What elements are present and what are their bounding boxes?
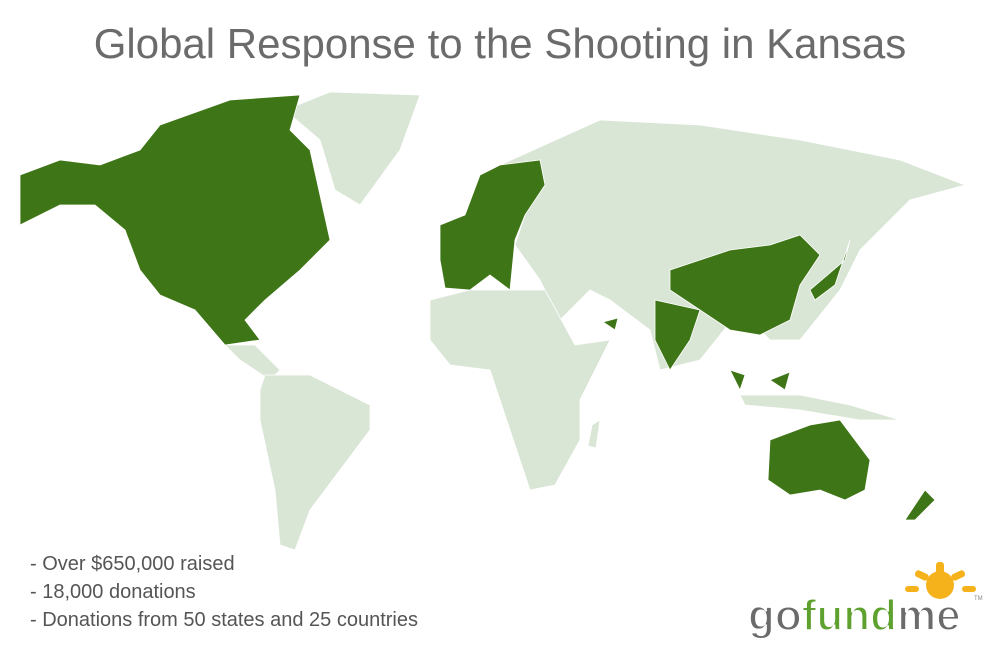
eurasia [499,119,967,371]
logo-part: fund [802,591,897,640]
logo-part: go [748,591,802,640]
north-america [19,94,331,346]
india [654,299,701,371]
greenland [284,91,421,206]
malaysia [729,369,746,392]
world-map [19,91,967,551]
title: Global Response to the Shooting in Kansa… [94,20,907,67]
logo-part: me [897,591,961,640]
africa [429,289,611,491]
madagascar [587,419,601,449]
indonesia [739,394,901,421]
logo-tm: TM [974,596,983,602]
western-europe [439,159,546,291]
note: - 18,000 donations [30,581,196,603]
logo: gofundme TM [747,562,983,641]
south-america [259,374,371,551]
uae [602,317,619,331]
note: - Over $650,000 raised [30,553,235,575]
australia [767,419,871,501]
new-zealand [904,489,936,521]
japan [809,239,851,301]
malaysia-borneo [769,371,791,391]
logo-text: gofundme [748,591,961,640]
logo-sun [905,562,976,599]
note: - Donations from 50 states and 25 countr… [30,609,418,631]
notes: - Over $650,000 raised - 18,000 donation… [30,553,418,631]
